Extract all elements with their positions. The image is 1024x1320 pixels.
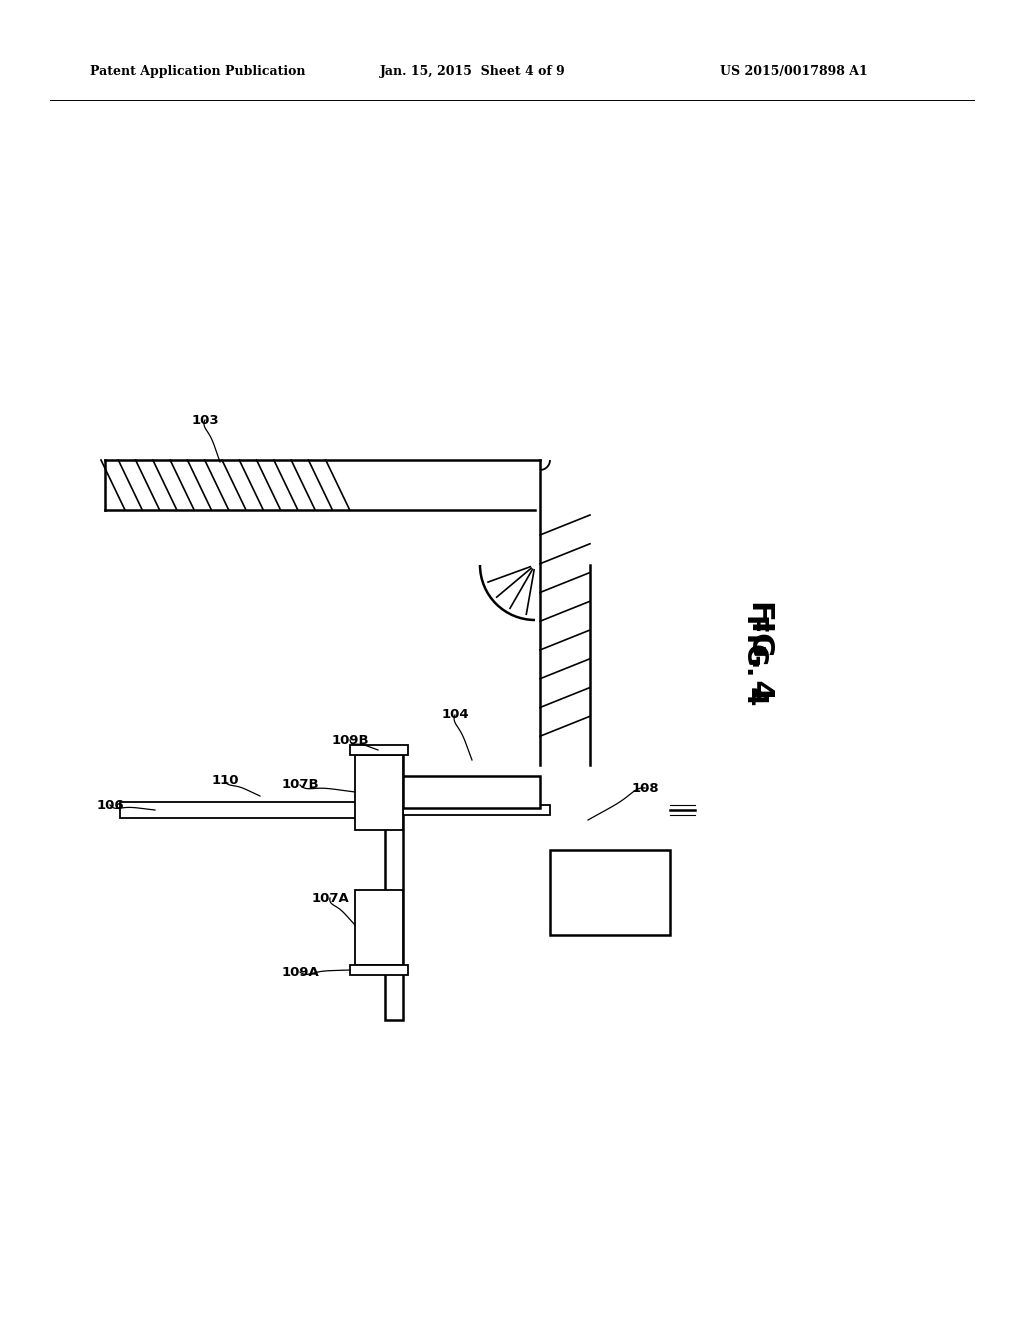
Bar <box>350 965 408 975</box>
Text: FIG. 4: FIG. 4 <box>741 614 769 706</box>
Text: Patent Application Publication: Patent Application Publication <box>90 66 305 78</box>
Text: 103: 103 <box>191 413 219 426</box>
Text: 109A: 109A <box>282 965 318 978</box>
Bar <box>355 755 403 830</box>
Text: 110: 110 <box>211 774 239 787</box>
Text: FIG. 4: FIG. 4 <box>745 599 774 701</box>
Bar <box>120 803 385 818</box>
Text: 107A: 107A <box>311 891 349 904</box>
Bar <box>403 805 550 814</box>
Text: 107B: 107B <box>282 779 318 792</box>
Bar <box>550 850 670 935</box>
Text: 108: 108 <box>631 781 658 795</box>
Text: Jan. 15, 2015  Sheet 4 of 9: Jan. 15, 2015 Sheet 4 of 9 <box>380 66 565 78</box>
Text: US 2015/0017898 A1: US 2015/0017898 A1 <box>720 66 867 78</box>
Bar <box>403 776 540 808</box>
Bar <box>350 744 408 755</box>
Text: 109B: 109B <box>331 734 369 747</box>
Text: 106: 106 <box>96 799 124 812</box>
Bar <box>385 755 403 1020</box>
Bar <box>355 890 403 965</box>
Text: 104: 104 <box>441 709 469 722</box>
